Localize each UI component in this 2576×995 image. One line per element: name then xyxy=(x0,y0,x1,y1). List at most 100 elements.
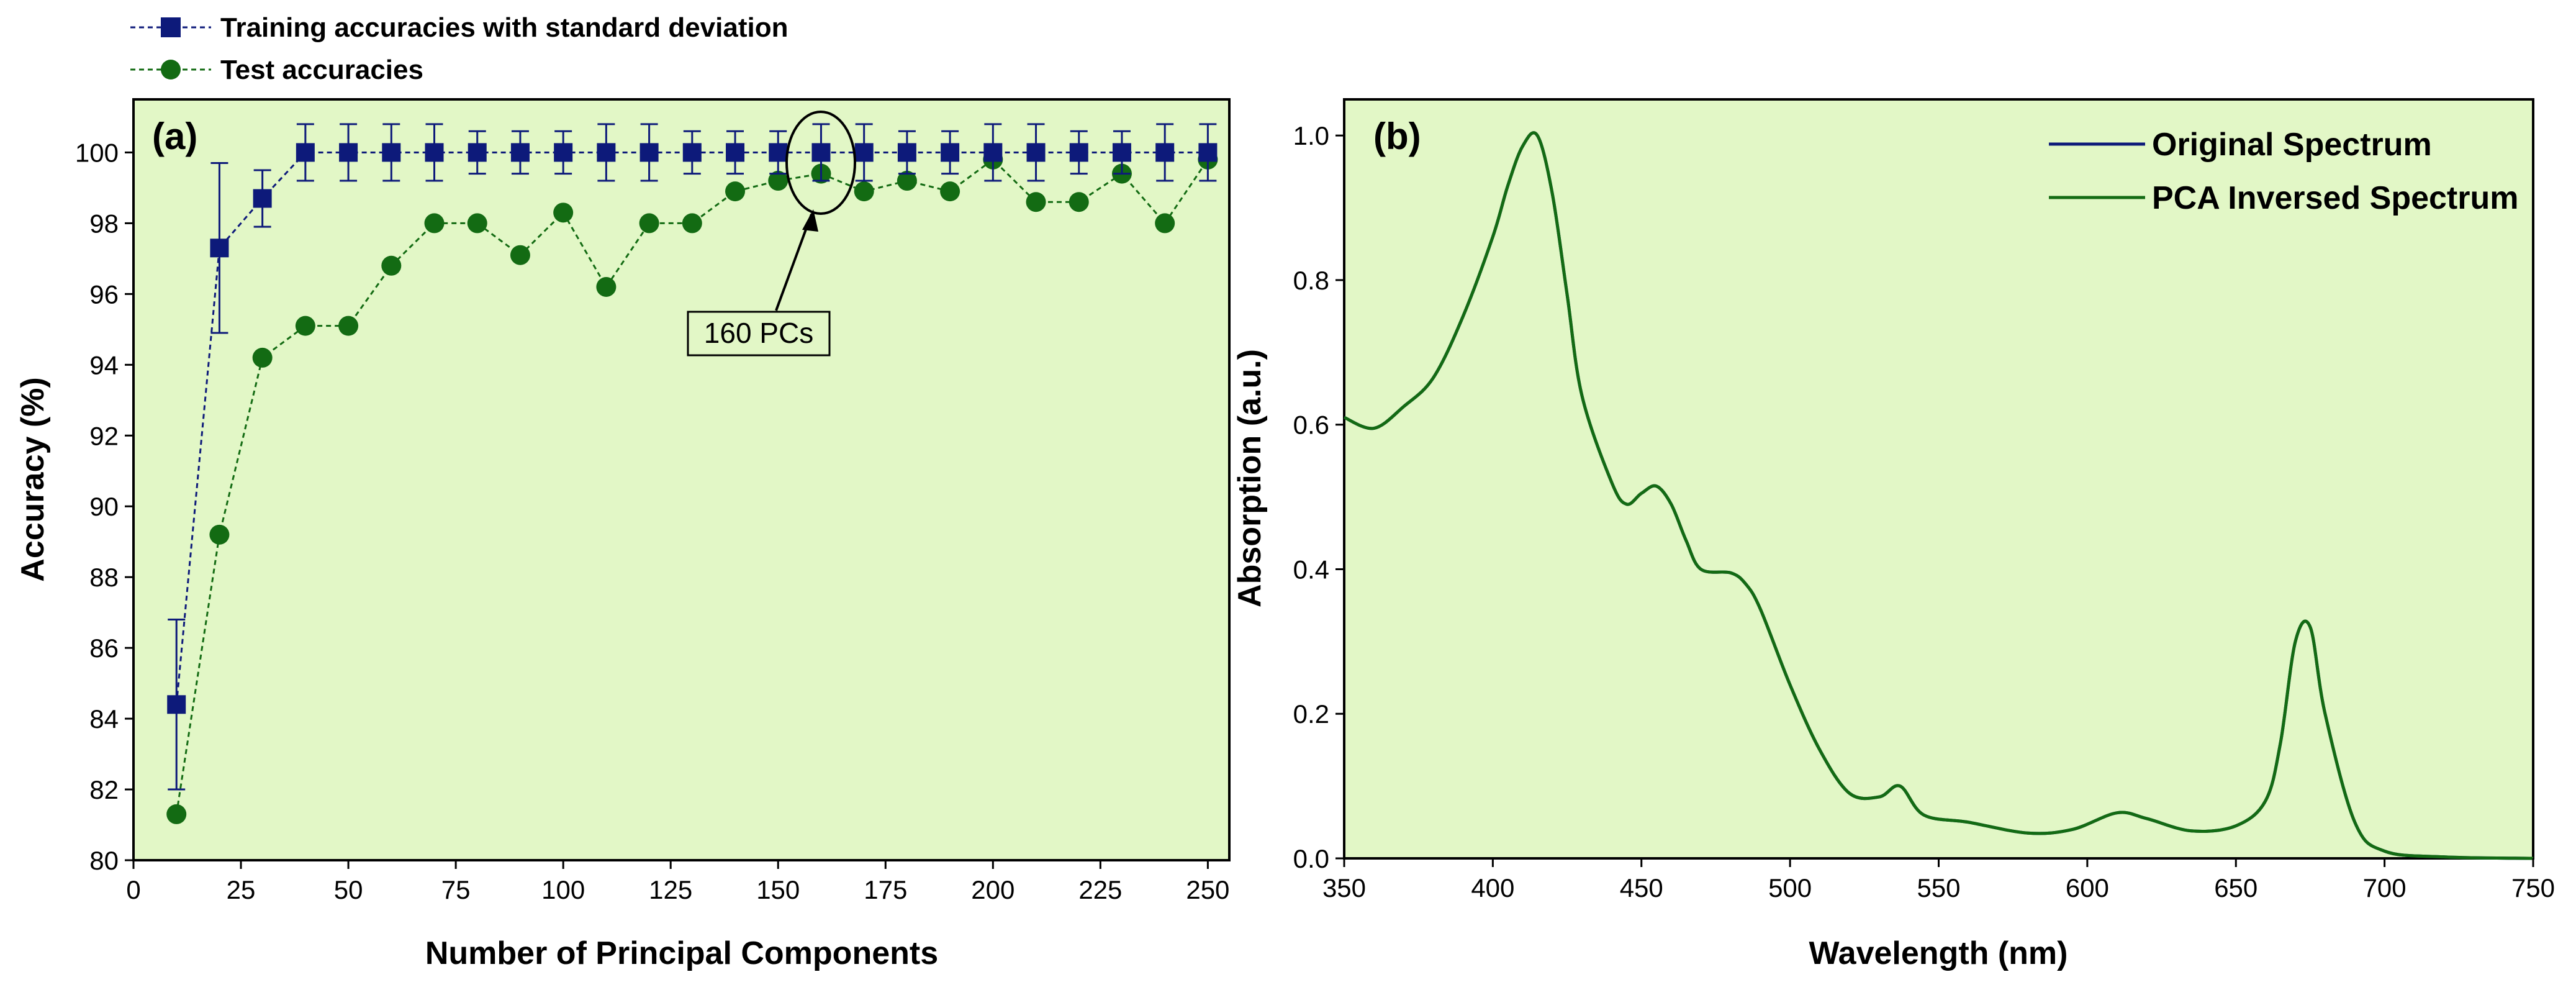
y-tick-label: 98 xyxy=(89,209,119,238)
panel-b-legend: Original Spectrum PCA Inversed Spectrum xyxy=(2049,127,2518,216)
panel-b-xlabel: Wavelength (nm) xyxy=(1809,935,2068,971)
training-accuracy-point xyxy=(726,143,745,162)
y-tick-label: 96 xyxy=(89,279,119,309)
training-accuracy-point xyxy=(682,143,702,162)
training-accuracy-point xyxy=(510,143,530,162)
training-accuracy-point xyxy=(382,143,401,162)
x-tick-label: 175 xyxy=(864,875,907,904)
y-tick-label: 84 xyxy=(89,704,119,734)
training-accuracy-point xyxy=(296,143,315,162)
x-tick-label: 350 xyxy=(1322,873,1366,902)
test-accuracy-point xyxy=(639,213,659,234)
y-tick-label: 80 xyxy=(89,846,119,875)
y-tick-label: 0.6 xyxy=(1293,411,1329,440)
panel-b-plot-area xyxy=(1343,98,2534,860)
x-tick-label: 500 xyxy=(1768,873,1812,902)
test-accuracy-point xyxy=(209,524,230,545)
test-accuracy-point xyxy=(682,213,702,234)
test-accuracy-point xyxy=(596,276,617,297)
x-tick-label: 100 xyxy=(541,875,585,904)
annotation-label: 160 PCs xyxy=(704,317,813,349)
x-tick-label: 225 xyxy=(1078,875,1122,904)
x-tick-label: 125 xyxy=(649,875,692,904)
panel-a-marks xyxy=(166,123,1218,824)
legend-item-training: Training accuracies with standard deviat… xyxy=(130,12,788,43)
training-accuracy-point xyxy=(554,143,573,162)
annotation-arrow xyxy=(775,214,813,311)
panel-a-legend: Training accuracies with standard deviat… xyxy=(130,12,788,85)
legend-training-label: Training accuracies with standard deviat… xyxy=(220,12,788,43)
training-accuracy-point xyxy=(339,143,358,162)
panel-b-marks xyxy=(1343,131,2534,860)
test-accuracy-point xyxy=(768,171,789,191)
panel-a-xlabel: Number of Principal Components xyxy=(425,935,938,971)
x-tick-label: 150 xyxy=(756,875,800,904)
test-accuracy-point xyxy=(295,316,315,336)
test-accuracy-point xyxy=(424,213,445,234)
x-tick-label: 50 xyxy=(334,875,363,904)
y-tick-label: 0.8 xyxy=(1293,266,1329,295)
x-tick-label: 400 xyxy=(1471,873,1514,902)
x-tick-label: 0 xyxy=(126,875,140,904)
x-tick-label: 200 xyxy=(971,875,1015,904)
panel-a-plot-area xyxy=(132,98,1231,861)
y-tick-label: 100 xyxy=(75,138,119,167)
test-accuracy-point xyxy=(1026,192,1046,212)
annotation-ellipse xyxy=(785,111,856,215)
training-accuracy-point xyxy=(897,143,916,162)
x-tick-label: 250 xyxy=(1186,875,1229,904)
test-accuracy-point xyxy=(897,171,917,191)
panel-a-ylabel: Accuracy (%) xyxy=(15,377,51,581)
y-tick-label: 86 xyxy=(89,634,119,663)
annotation-arrowhead xyxy=(802,209,818,232)
training-accuracy-point xyxy=(811,143,831,162)
panel-b-label: (b) xyxy=(1373,116,1421,157)
training-accuracy-point xyxy=(854,143,874,162)
training-accuracy-point xyxy=(1112,143,1131,162)
legend-original-label: Original Spectrum xyxy=(2152,127,2432,163)
y-tick-label: 82 xyxy=(89,775,119,804)
test-accuracy-point xyxy=(940,181,960,202)
x-tick-label: 750 xyxy=(2511,873,2555,902)
pca-inversed-spectrum-line xyxy=(1343,131,2534,860)
test-accuracy-point xyxy=(1155,213,1175,234)
legend-test-label: Test accuracies xyxy=(220,55,423,85)
x-tick-label: 650 xyxy=(2214,873,2257,902)
test-accuracy-point xyxy=(338,316,359,336)
legend-training-square-marker xyxy=(161,17,181,37)
panel-a-label: (a) xyxy=(152,116,197,157)
panel-b-axes: 350 400 450 500 550 600 650 700 750 0.0 0.2 0.4 0.6 0… xyxy=(1293,121,2555,902)
training-accuracy-point xyxy=(639,143,659,162)
test-accuracy-point xyxy=(166,804,187,824)
training-accuracy-point xyxy=(1198,143,1218,162)
test-accuracy-point xyxy=(854,181,874,202)
training-accuracy-point xyxy=(1155,143,1175,162)
test-accuracy-point xyxy=(1069,192,1089,212)
training-accuracy-point xyxy=(253,189,272,208)
y-tick-label: 94 xyxy=(89,350,119,379)
training-accuracy-point xyxy=(468,143,487,162)
test-accuracy-point xyxy=(510,245,530,265)
legend-pca-label: PCA Inversed Spectrum xyxy=(2152,180,2518,216)
legend-item-pca: PCA Inversed Spectrum xyxy=(2049,180,2518,216)
x-tick-label: 450 xyxy=(1620,873,1663,902)
x-tick-label: 25 xyxy=(227,875,256,904)
legend-test-circle-marker xyxy=(161,60,181,80)
x-tick-label: 550 xyxy=(1917,873,1960,902)
training-accuracy-point xyxy=(597,143,616,162)
panel-a-axes: 0 25 50 75 100 125 150 175 200 225 250 80 82 84 86 88 90… xyxy=(75,138,1230,904)
y-tick-label: 0.0 xyxy=(1293,844,1329,873)
training-accuracy-point xyxy=(769,143,788,162)
y-tick-label: 92 xyxy=(89,421,119,450)
test-accuracy-point xyxy=(553,202,574,223)
annotation-box xyxy=(687,311,831,357)
y-tick-label: 1.0 xyxy=(1293,121,1329,150)
x-tick-label: 75 xyxy=(441,875,471,904)
y-tick-label: 88 xyxy=(89,563,119,592)
panel-b-ylabel: Absorption (a.u.) xyxy=(1232,349,1268,607)
test-accuracy-point xyxy=(252,347,273,368)
annotation-160-pcs: 160 PCs xyxy=(687,111,856,357)
legend-item-original: Original Spectrum xyxy=(2049,127,2432,163)
y-tick-label: 0.2 xyxy=(1293,699,1329,729)
